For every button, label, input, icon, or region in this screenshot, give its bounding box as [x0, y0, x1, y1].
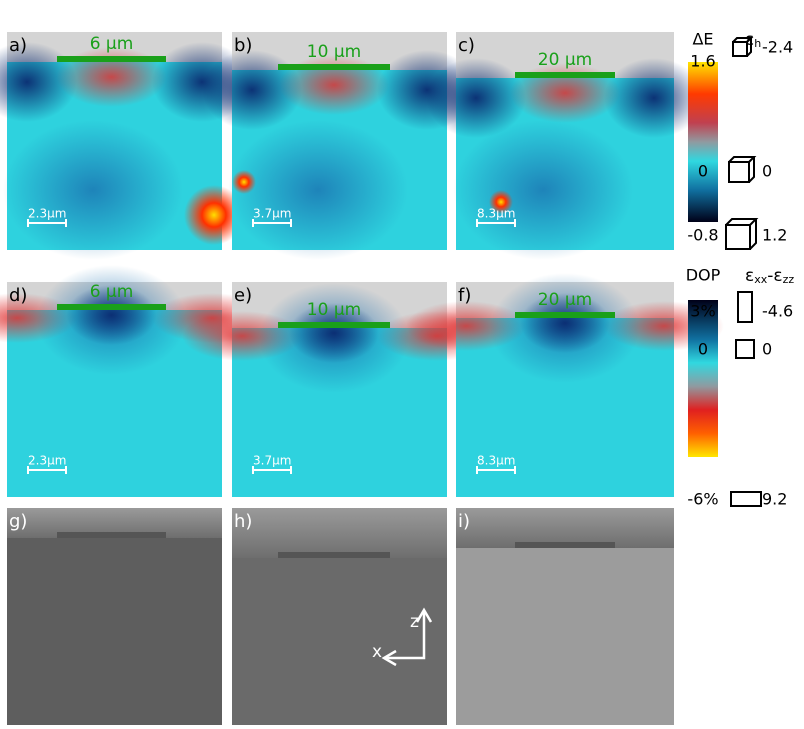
panel: 20 μm 8.3μm c) — [426, 32, 704, 260]
axis-z-label: z — [410, 612, 419, 632]
strain-title: εh — [745, 30, 761, 50]
panel-label: h) — [234, 511, 252, 532]
panel: h) — [232, 508, 447, 725]
colorbar-tick: 1.6 — [690, 52, 715, 71]
strain-blob — [453, 120, 634, 260]
sem-background — [7, 508, 222, 725]
panel-label: c) — [458, 35, 475, 56]
sem-top — [232, 508, 447, 558]
colorbar-dop — [688, 300, 718, 457]
hot-spot — [232, 170, 256, 194]
strain-tick: 1.2 — [762, 226, 787, 245]
panel-label: d) — [9, 285, 27, 306]
scale-bar — [27, 466, 67, 474]
colorbar-tick: -0.8 — [687, 226, 718, 245]
strain-tick: 0 — [762, 162, 772, 181]
sem-stripe — [57, 532, 166, 538]
strain-blob — [0, 42, 77, 122]
strain-subscript: xx — [754, 273, 768, 286]
strain-blob — [66, 285, 157, 345]
metal-stripe — [515, 312, 615, 318]
strain-icons — [725, 37, 762, 507]
strain-blob — [520, 293, 610, 353]
sem-stripe — [278, 552, 390, 558]
colorbar-tick: -6% — [687, 490, 718, 509]
scale-bar — [27, 219, 67, 227]
colorbar-title: DOP — [686, 266, 721, 285]
strain-subscript: h — [754, 37, 761, 50]
panel: 20 μm 8.3μm f) — [406, 273, 724, 497]
colorbar-tick: 0 — [698, 162, 708, 181]
scale-bar — [476, 466, 516, 474]
scale-bar-label: 3.7μm — [253, 207, 291, 221]
scale-bar-label: 2.3μm — [28, 454, 66, 468]
strain-symbol: -ε — [767, 266, 782, 286]
panel: 10 μm 3.7μm b) — [202, 32, 477, 260]
stripe-width-label: 20 μm — [538, 290, 592, 310]
hot-spot — [489, 190, 513, 214]
cube-small — [732, 37, 754, 57]
scale-bar-label: 3.7μm — [253, 454, 291, 468]
strain-blob — [202, 50, 302, 130]
strain-tick: 0 — [762, 340, 772, 359]
scale-bar-label: 8.3μm — [477, 454, 515, 468]
axis-x-label: x — [372, 642, 382, 662]
scale-bar — [252, 466, 292, 474]
rect-square — [735, 339, 755, 359]
strain-title: εxx-εzz — [745, 266, 794, 286]
colorbar-tick: 3% — [690, 302, 715, 321]
colorbar-de — [688, 62, 718, 222]
cube-large — [725, 218, 759, 250]
strain-blob — [228, 120, 408, 260]
scale-bar — [476, 219, 516, 227]
stripe-width-label: 20 μm — [538, 50, 592, 70]
axes-arrows — [381, 607, 433, 667]
strain-tick: 9.2 — [762, 490, 787, 509]
stripe-width-label: 6 μm — [90, 34, 134, 54]
scale-bar — [252, 219, 292, 227]
strain-symbol: ε — [745, 266, 754, 286]
panel: i) — [456, 508, 674, 725]
colorbar-labels: ΔE1.60-0.8εh -2.401.2DOP3%0-6%εxx-εzz-4.6… — [686, 30, 795, 509]
scale-bar-label: 8.3μm — [477, 207, 515, 221]
panel-label: g) — [9, 511, 27, 532]
axis-lines — [386, 612, 426, 660]
strain-subscript: zz — [783, 273, 795, 286]
strain-symbol: ε — [745, 30, 754, 50]
panel: g) — [7, 508, 222, 725]
strain-tick: -4.6 — [762, 302, 793, 321]
cube-medium — [728, 156, 757, 183]
panel-label: b) — [234, 35, 252, 56]
colorbar-tick: 0 — [698, 340, 708, 359]
arrow-heads — [381, 607, 433, 667]
rect-tall — [737, 291, 753, 323]
panel-label: f) — [458, 285, 471, 306]
strain-blob — [604, 58, 704, 138]
metal-stripe — [278, 322, 390, 328]
colorbar-title: ΔE — [692, 30, 713, 49]
panel-label: a) — [9, 35, 27, 56]
rect-wide — [730, 491, 762, 507]
stripe-width-label: 6 μm — [90, 282, 134, 302]
strain-blob — [289, 303, 379, 363]
panel-label: e) — [234, 285, 252, 306]
panel: 6 μm 2.3μm d) — [0, 265, 272, 497]
sem-top — [456, 508, 674, 548]
metal-stripe — [515, 72, 615, 78]
stripe-width-label: 10 μm — [307, 42, 361, 62]
metal-stripe — [57, 304, 166, 310]
strain-blob — [426, 58, 526, 138]
sem-stripe — [515, 542, 615, 548]
scale-bar-label: 2.3μm — [28, 207, 66, 221]
panel-label: i) — [458, 511, 470, 532]
metal-stripe — [57, 56, 166, 62]
metal-stripe — [278, 64, 390, 70]
panels: 6 μm 2.3μm a) 10 μm 3.7μm b) 20 μm 8.3μm c) 6 μm 2… — [0, 32, 724, 725]
strain-blob — [3, 120, 183, 260]
stripe-width-label: 10 μm — [307, 300, 361, 320]
strain-tick: -2.4 — [762, 38, 793, 57]
